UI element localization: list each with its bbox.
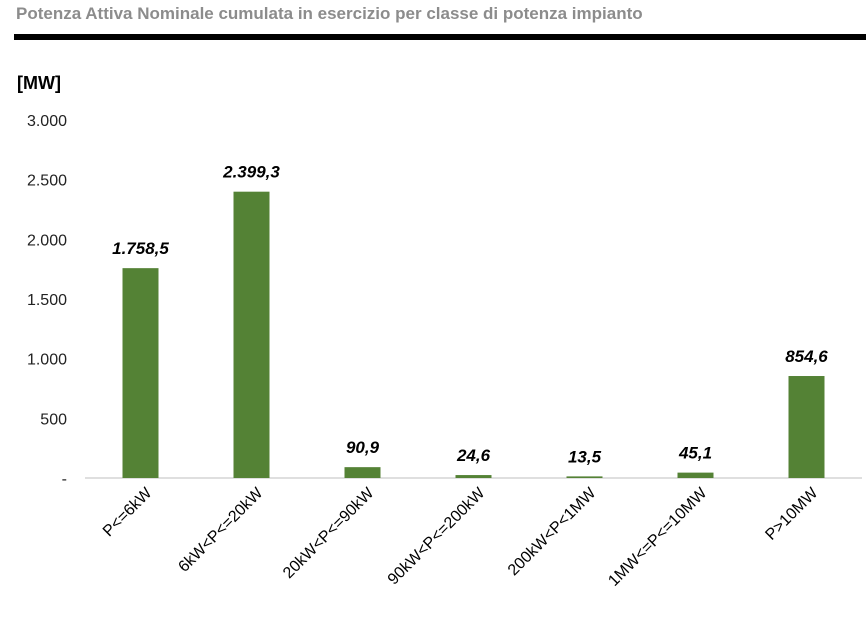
- data-label: 13,5: [568, 447, 602, 466]
- bar: [455, 475, 492, 478]
- x-tick-label: 20kW<P<=90kW: [280, 484, 378, 582]
- x-tick-label: 90kW<P<=200kW: [385, 484, 489, 588]
- x-tick-label: 200kW<P<1MW: [505, 484, 600, 579]
- y-tick-label: 1.000: [27, 352, 67, 369]
- bar: [566, 476, 603, 478]
- bar: [233, 191, 270, 478]
- data-label: 2.399,3: [222, 163, 280, 182]
- x-tick-label: P>10MW: [762, 484, 821, 543]
- x-tick-label: 1MW<=P<=10MW: [605, 484, 711, 590]
- y-tick-label: 500: [40, 411, 67, 428]
- x-tick-label: P<=6kW: [100, 484, 156, 540]
- y-axis-unit-label: [MW]: [17, 73, 61, 93]
- y-tick-label: 2.500: [27, 173, 67, 190]
- y-tick-label: 2.000: [27, 232, 67, 249]
- chart-title: Potenza Attiva Nominale cumulata in eser…: [16, 4, 643, 23]
- bar: [122, 268, 159, 478]
- title-underline: [14, 34, 866, 40]
- y-tick-label: 1.500: [27, 292, 67, 309]
- data-label: 854,6: [785, 347, 828, 366]
- bar: [344, 467, 381, 478]
- y-tick-label: 3.000: [27, 113, 67, 130]
- data-label: 24,6: [456, 446, 491, 465]
- bar: [788, 376, 825, 478]
- y-tick-label: -: [62, 471, 67, 488]
- data-label: 90,9: [346, 438, 380, 457]
- bar: [677, 472, 714, 478]
- data-label: 45,1: [678, 444, 712, 463]
- data-label: 1.758,5: [112, 239, 169, 258]
- x-tick-label: 6kW<P<=20kW: [175, 484, 267, 576]
